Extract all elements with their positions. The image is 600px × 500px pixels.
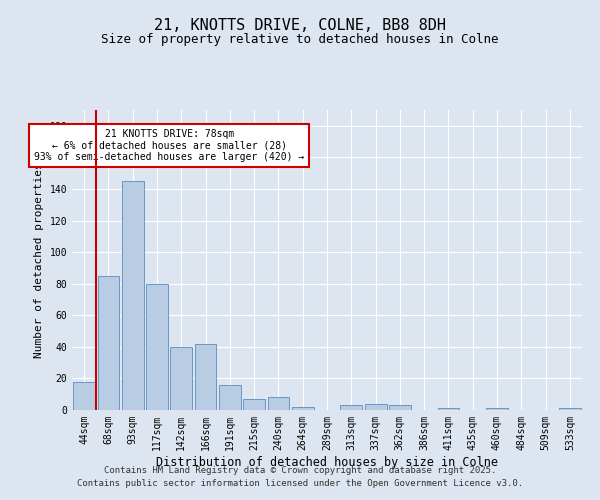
Bar [340,406,362,410]
Bar [268,398,289,410]
Text: 21, KNOTTS DRIVE, COLNE, BB8 8DH: 21, KNOTTS DRIVE, COLNE, BB8 8DH [154,18,446,32]
Bar [146,284,168,410]
Y-axis label: Number of detached properties: Number of detached properties [34,162,44,358]
Bar [292,407,314,410]
Bar [365,404,386,410]
Bar [559,408,581,410]
Bar [170,347,192,410]
Bar [243,399,265,410]
Bar [73,382,95,410]
X-axis label: Distribution of detached houses by size in Colne: Distribution of detached houses by size … [156,456,498,468]
Bar [194,344,217,410]
Bar [97,276,119,410]
Bar [437,408,460,410]
Bar [122,181,143,410]
Text: Size of property relative to detached houses in Colne: Size of property relative to detached ho… [101,32,499,46]
Text: 21 KNOTTS DRIVE: 78sqm
← 6% of detached houses are smaller (28)
93% of semi-deta: 21 KNOTTS DRIVE: 78sqm ← 6% of detached … [34,129,304,162]
Bar [389,406,411,410]
Text: Contains HM Land Registry data © Crown copyright and database right 2025.
Contai: Contains HM Land Registry data © Crown c… [77,466,523,487]
Bar [486,408,508,410]
Bar [219,384,241,410]
